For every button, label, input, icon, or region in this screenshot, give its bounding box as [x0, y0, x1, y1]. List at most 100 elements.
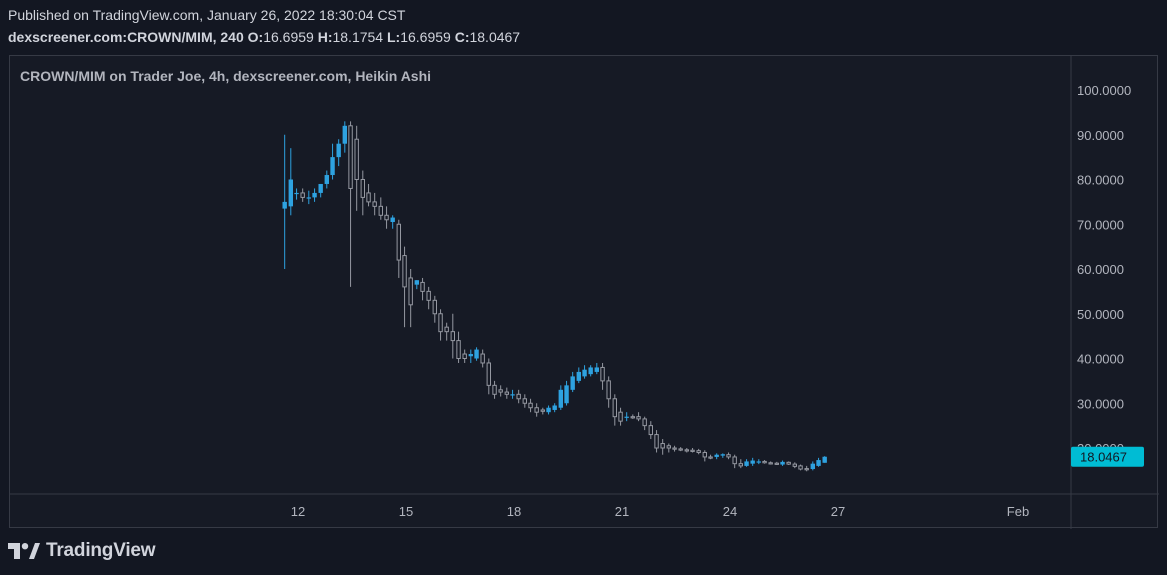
ohlc-line: dexscreener.com:CROWN/MIM, 240 O:16.6959… [8, 29, 520, 45]
candle-body-down [360, 179, 366, 198]
low-label: L: [386, 29, 401, 45]
candle-body-down [486, 362, 492, 386]
tradingview-logo-icon [8, 543, 40, 559]
candle-body-up [750, 460, 755, 464]
y-tick-label: 70.0000 [1077, 217, 1124, 232]
x-tick-label: 24 [723, 504, 737, 519]
candle-body-up [756, 461, 761, 463]
candle-body-up [582, 369, 587, 377]
candle-body-down [396, 223, 402, 261]
candle-body-down [444, 326, 449, 333]
candle-body-down [348, 125, 353, 189]
candle-body-down [774, 462, 779, 465]
candle-body-up [510, 394, 515, 396]
candle-body-down [498, 389, 503, 393]
candle-body-down [420, 281, 425, 292]
last-price-badge [1071, 446, 1144, 467]
candle-body-up [552, 405, 557, 410]
chart-title: CROWN/MIM on Trader Joe, 4h, dexscreener… [20, 68, 432, 84]
candle-body-down [372, 201, 377, 207]
candle-body-up [324, 175, 329, 184]
x-tick-label: 18 [507, 504, 521, 519]
y-tick-label: 100.0000 [1077, 83, 1131, 98]
candle-body-up [810, 463, 815, 470]
candle-body-down [540, 409, 545, 412]
tradingview-logo[interactable]: TradingView [8, 540, 156, 562]
candle-body-up [720, 454, 725, 456]
candle-body-up [744, 461, 749, 466]
y-tick-label: 50.0000 [1077, 307, 1124, 322]
candle-body-down [768, 462, 773, 465]
candle-body-up [624, 416, 629, 418]
y-tick-label: 90.0000 [1077, 128, 1124, 143]
candle-body-down [708, 456, 713, 459]
candle-body-down [804, 468, 809, 471]
candle-body-down [612, 398, 617, 418]
candle-body-up [342, 125, 347, 144]
y-tick-label: 40.0000 [1077, 352, 1124, 367]
candle-body-down [738, 463, 743, 467]
candle-body-up [474, 349, 479, 359]
chart-frame[interactable]: 100.0000 90.0000 80.0000 70.0000 60.0000 50.0… [9, 55, 1159, 529]
candle-body-down [636, 416, 641, 420]
candle-body-down [792, 463, 797, 467]
candle-body-down [504, 391, 510, 395]
candle-body-down [528, 402, 533, 409]
candle-body-down [456, 340, 461, 360]
close-value: 18.0467 [469, 29, 521, 45]
candle-body-up [816, 460, 821, 466]
candle-body-down [684, 449, 689, 452]
candle-body-down [618, 411, 623, 422]
candle-body-up [468, 354, 473, 357]
candle-body-up [336, 143, 341, 158]
candle-body-down [432, 299, 438, 315]
last-price-label: 18.0467 [1080, 450, 1127, 465]
candle-body-down [522, 398, 527, 404]
candle-body-down [534, 407, 539, 413]
candle-body-down [654, 434, 659, 449]
candle-body-up [390, 217, 395, 223]
candle-body-down [366, 192, 371, 203]
y-tick-label: 80.0000 [1077, 173, 1124, 188]
candle-body-down [642, 418, 647, 427]
open-label: O: [247, 29, 264, 45]
y-tick-label: 60.0000 [1077, 262, 1124, 277]
candle-body-up [558, 389, 563, 408]
candle-body-down [402, 255, 407, 288]
candle-body-down [606, 380, 611, 400]
candle-body-up [546, 407, 551, 413]
symbol-interval: dexscreener.com:CROWN/MIM, 240 [8, 29, 244, 45]
x-tick-label: 21 [615, 504, 629, 519]
candle-body-down [384, 214, 389, 221]
y-tick-label: 30.0000 [1077, 396, 1124, 411]
candle-body-up [312, 192, 317, 198]
candle-body-up [414, 280, 419, 285]
candle-body-up [288, 179, 293, 207]
candle-body-down [762, 460, 767, 464]
candle-body-down [732, 456, 737, 465]
candle-body-down [696, 450, 701, 453]
published-line: Published on TradingView.com, January 26… [8, 7, 406, 23]
candle-body-down [672, 447, 677, 450]
candle-body-down [378, 205, 384, 216]
candle-body-down [426, 290, 431, 301]
x-tick-label: 15 [399, 504, 413, 519]
x-tick-label: 27 [831, 504, 845, 519]
candle-body-down [438, 313, 443, 333]
candle-body-down [354, 138, 359, 180]
low-value: 16.6959 [400, 29, 451, 45]
open-value: 16.6959 [263, 29, 314, 45]
candle-body-down [702, 451, 707, 458]
candle-body-up [330, 157, 335, 176]
logo-text: TradingView [46, 540, 156, 561]
chart-canvas[interactable]: 100.0000 90.0000 80.0000 70.0000 60.0000 50.0… [10, 56, 1159, 529]
candle-body-down [786, 461, 791, 465]
candle-body-down [480, 353, 485, 364]
candle-body-up [822, 456, 827, 463]
candle-body-up [282, 201, 287, 209]
x-tick-label: Feb [1007, 504, 1029, 519]
candle-body-down [300, 192, 305, 198]
candle-body-down [798, 465, 803, 470]
candle-body-down [678, 448, 683, 451]
candle-body-down [600, 366, 605, 382]
